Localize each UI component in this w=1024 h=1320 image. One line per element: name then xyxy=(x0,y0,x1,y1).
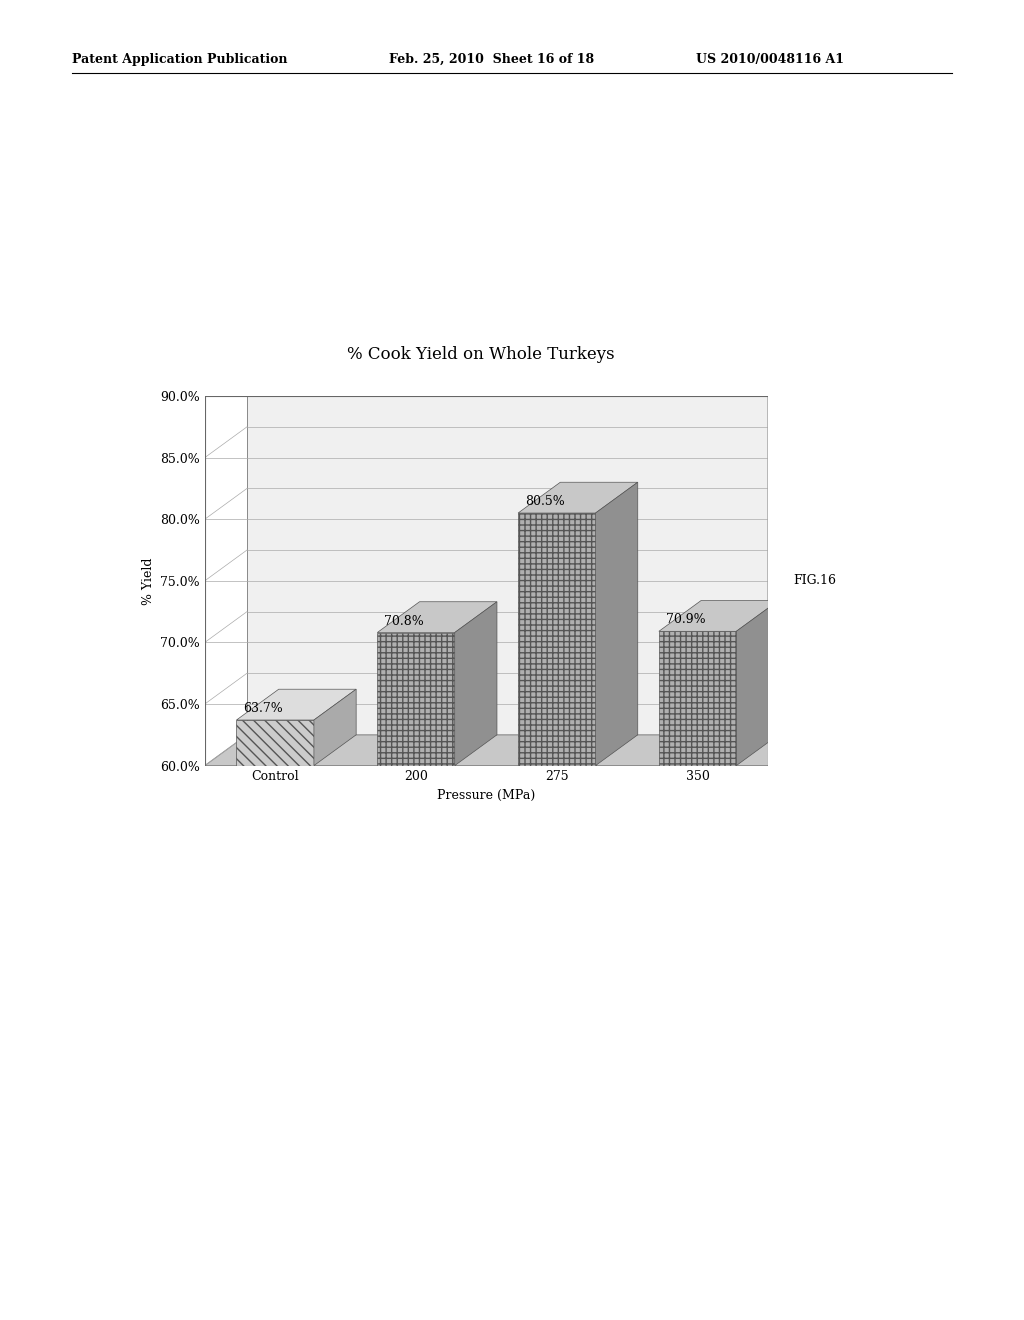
Polygon shape xyxy=(237,689,356,719)
Text: US 2010/0048116 A1: US 2010/0048116 A1 xyxy=(696,53,845,66)
Polygon shape xyxy=(205,735,810,766)
Text: Feb. 25, 2010  Sheet 16 of 18: Feb. 25, 2010 Sheet 16 of 18 xyxy=(389,53,594,66)
Polygon shape xyxy=(596,482,638,766)
Polygon shape xyxy=(247,366,810,735)
Text: 70.8%: 70.8% xyxy=(384,615,424,627)
Y-axis label: % Yield: % Yield xyxy=(141,557,155,605)
Text: 80.5%: 80.5% xyxy=(525,495,565,508)
Polygon shape xyxy=(736,601,778,766)
Polygon shape xyxy=(518,513,596,766)
Polygon shape xyxy=(205,366,810,396)
Polygon shape xyxy=(658,601,778,631)
Text: 70.9%: 70.9% xyxy=(666,614,706,627)
Polygon shape xyxy=(377,632,455,766)
Text: FIG.16: FIG.16 xyxy=(794,574,837,587)
Text: % Cook Yield on Whole Turkeys: % Cook Yield on Whole Turkeys xyxy=(347,346,615,363)
X-axis label: Pressure (MPa): Pressure (MPa) xyxy=(437,789,536,803)
Polygon shape xyxy=(314,689,356,766)
Polygon shape xyxy=(455,602,497,766)
Text: 63.7%: 63.7% xyxy=(244,702,284,715)
Polygon shape xyxy=(658,631,736,766)
Polygon shape xyxy=(377,602,497,632)
Text: Patent Application Publication: Patent Application Publication xyxy=(72,53,287,66)
Polygon shape xyxy=(518,482,638,513)
Polygon shape xyxy=(768,366,810,766)
Polygon shape xyxy=(237,719,314,766)
